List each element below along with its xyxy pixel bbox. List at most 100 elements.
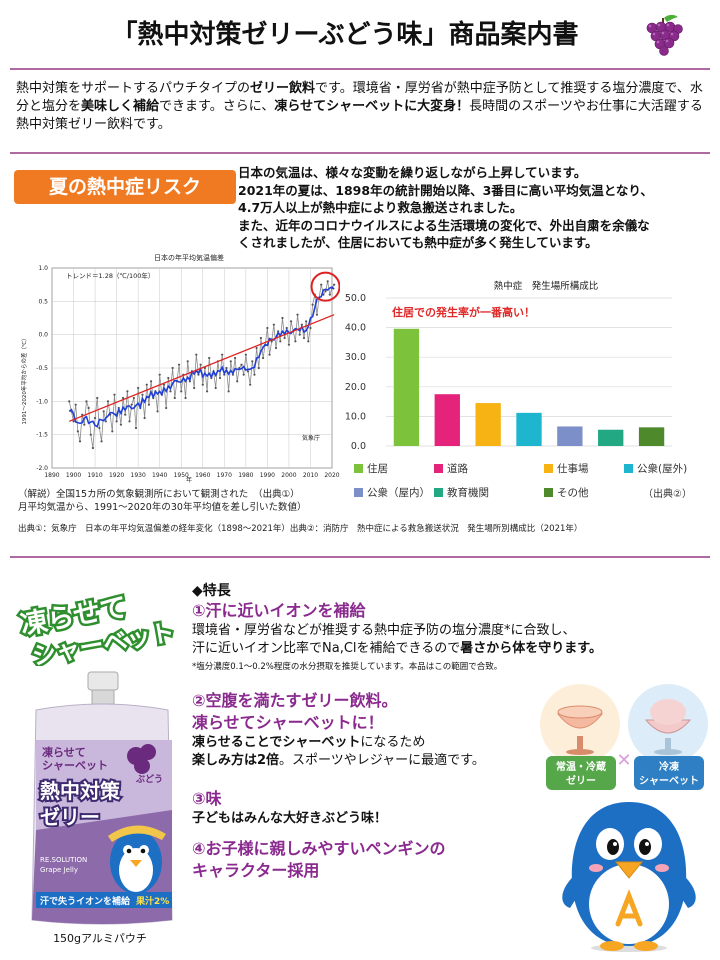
y-tick-label: 0.5 bbox=[38, 298, 48, 305]
feature-2-title1: ②空腹を満たすゼリー飲料。 bbox=[192, 691, 398, 710]
annual-point bbox=[130, 403, 133, 406]
bar-2 bbox=[475, 403, 501, 446]
bar-1 bbox=[434, 394, 460, 446]
product-package: 凍らせて シャーベット ぶどう 熱中対策 ゼリー RE.SOLUTION Gra… bbox=[24, 670, 180, 930]
annual-point bbox=[259, 336, 263, 340]
annual-point bbox=[171, 366, 174, 370]
annual-point bbox=[72, 420, 75, 423]
annual-point bbox=[333, 283, 336, 286]
annual-point bbox=[227, 390, 230, 393]
annual-point bbox=[242, 373, 245, 376]
annual-point bbox=[270, 340, 273, 343]
x-tick-label: 1960 bbox=[195, 472, 210, 479]
annual-point bbox=[326, 280, 329, 283]
annual-point bbox=[87, 406, 90, 410]
annual-point bbox=[74, 403, 77, 406]
annual-point bbox=[169, 390, 172, 393]
legend-label: その他 bbox=[557, 486, 589, 499]
annual-point bbox=[193, 386, 196, 390]
annual-point bbox=[236, 380, 239, 383]
annual-point bbox=[300, 323, 303, 326]
y-axis-label: 1991〜2020年平均からの差（℃） bbox=[20, 335, 28, 424]
y-tick-label: 0.0 bbox=[351, 441, 366, 452]
legend-swatch bbox=[434, 464, 443, 473]
x-tick-label: 1980 bbox=[238, 472, 253, 479]
annual-point bbox=[165, 406, 168, 410]
y-tick-label: 10.0 bbox=[345, 411, 366, 422]
package-brand2: ゼリー bbox=[40, 805, 100, 829]
annual-point bbox=[106, 400, 110, 403]
annual-point bbox=[85, 400, 88, 403]
divider bbox=[10, 152, 710, 154]
annual-point bbox=[283, 336, 286, 340]
y-tick-label: -1.5 bbox=[36, 432, 48, 439]
x-tick-label: 1930 bbox=[131, 472, 146, 479]
annual-point bbox=[240, 363, 243, 366]
annual-point bbox=[305, 320, 308, 323]
y-tick-label: 50.0 bbox=[345, 293, 366, 304]
x-tick-label: 2010 bbox=[303, 472, 318, 479]
annual-point bbox=[177, 363, 181, 366]
legend-swatch bbox=[434, 488, 443, 497]
y-tick-label: 30.0 bbox=[345, 352, 366, 363]
penguin-mascot bbox=[556, 796, 702, 952]
annual-point bbox=[162, 383, 166, 386]
annual-point bbox=[208, 356, 211, 360]
annual-point bbox=[143, 416, 146, 420]
annual-point bbox=[296, 313, 299, 316]
annual-point bbox=[249, 383, 252, 386]
annual-point bbox=[83, 423, 86, 426]
annual-point bbox=[231, 373, 235, 376]
location-chart: 熱中症 発生場所構成比 50.0 40.0 30.0 20.0 10.0 0.0 住居での… bbox=[340, 272, 712, 512]
y-tick-label: -2.0 bbox=[36, 465, 48, 472]
y-tick-label: 0.0 bbox=[38, 332, 48, 339]
annual-point bbox=[147, 403, 151, 406]
feature-1: ①汗に近いイオンを補給 環境省・厚労省などが推奨する熱中症予防の塩分濃度*に合致… bbox=[192, 600, 712, 672]
x-tick-label: 2020 bbox=[324, 472, 339, 479]
chart-annotation: 住居での発生率が一番高い！ bbox=[392, 305, 535, 319]
annual-point bbox=[285, 326, 288, 330]
package-caption: 150gアルミパウチ bbox=[53, 932, 147, 945]
feature-4-title1: ④お子様に親しみやすいペンギンの bbox=[192, 839, 446, 858]
annual-point bbox=[149, 380, 153, 383]
serving-illustration: ✕ 常温・冷蔵 ゼリー 冷凍 シャーベット bbox=[536, 680, 712, 796]
feature-2-line1: 凍らせることでシャーベットになるため bbox=[192, 735, 426, 750]
annual-point bbox=[134, 426, 138, 430]
risk-heading: 夏の熱中症リスク bbox=[14, 170, 236, 204]
annual-point bbox=[199, 363, 202, 366]
feature-1-note: *塩分濃度0.1〜0.2%程度の水分摂取を推奨しています。本品はこの範囲で合致。 bbox=[192, 662, 503, 672]
serve-frozen-label2: シャーベット bbox=[639, 775, 699, 787]
x-tick-label: 1890 bbox=[44, 472, 59, 479]
feature-1-line2: 汗に近いイオン比率でNa,Clを補給できるので暑さから体を守ります。 bbox=[192, 641, 602, 656]
annual-point bbox=[225, 366, 228, 370]
trend-label: トレンド＝1.28（℃/100年） bbox=[66, 271, 154, 280]
annual-point bbox=[277, 330, 280, 333]
risk-text: 日本の気温は、様々な変動を繰り返しながら上昇しています。 2021年の夏は、18… bbox=[238, 165, 653, 250]
annual-point bbox=[93, 416, 97, 420]
annual-point bbox=[98, 426, 101, 430]
annual-point bbox=[173, 396, 176, 400]
annual-point bbox=[89, 433, 92, 436]
y-tick-label: -1.0 bbox=[36, 398, 48, 405]
annual-point bbox=[218, 376, 222, 380]
feature-3: ③味 子どもはみんな大好きぶどう味！ bbox=[192, 788, 522, 828]
page-title: 「熱中対策ゼリーぶどう味」商品案内書 bbox=[111, 20, 579, 50]
annual-point bbox=[274, 346, 278, 350]
annual-point bbox=[96, 396, 99, 400]
x-tick-label: 1920 bbox=[109, 472, 124, 479]
y-tick-label: 1.0 bbox=[38, 265, 48, 272]
annual-point bbox=[132, 396, 135, 400]
annual-point bbox=[272, 323, 275, 326]
x-tick-label: 1900 bbox=[66, 472, 81, 479]
x-axis-label: 年 bbox=[186, 476, 192, 484]
annual-point bbox=[186, 360, 189, 363]
source-line: 出典①：気象庁 日本の年平均気温偏差の経年変化（1898〜2021年）出典②：消… bbox=[18, 524, 583, 534]
annual-point bbox=[246, 370, 250, 373]
feature-2: ②空腹を満たすゼリー飲料。 凍らせてシャーベットに！ 凍らせることでシャーベット… bbox=[192, 690, 532, 770]
annual-point bbox=[158, 373, 161, 376]
annual-point bbox=[309, 326, 312, 330]
legend-swatch bbox=[354, 464, 363, 473]
annual-point bbox=[287, 343, 291, 346]
annual-point bbox=[251, 360, 254, 363]
annual-point bbox=[141, 393, 144, 396]
